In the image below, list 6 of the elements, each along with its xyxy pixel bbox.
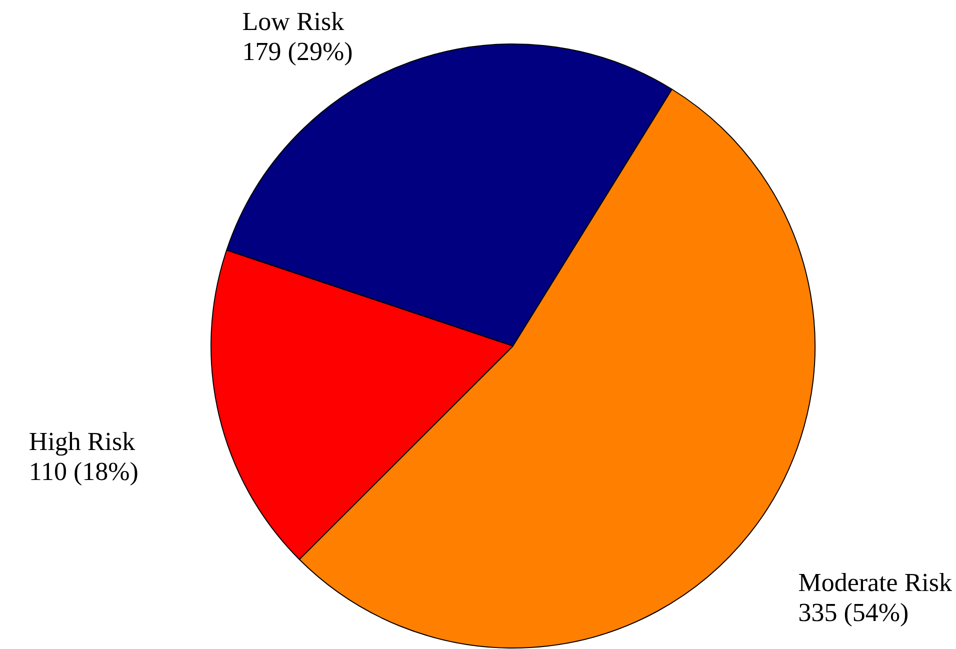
data-label: 110 (18%) <box>28 457 138 486</box>
slice-label: Moderate Risk <box>798 568 952 597</box>
data-label: 335 (54%) <box>798 598 909 627</box>
slice-label: Low Risk <box>242 6 344 36</box>
data-label: 179 (29%) <box>242 36 353 66</box>
slice-label: High Risk <box>28 427 136 456</box>
